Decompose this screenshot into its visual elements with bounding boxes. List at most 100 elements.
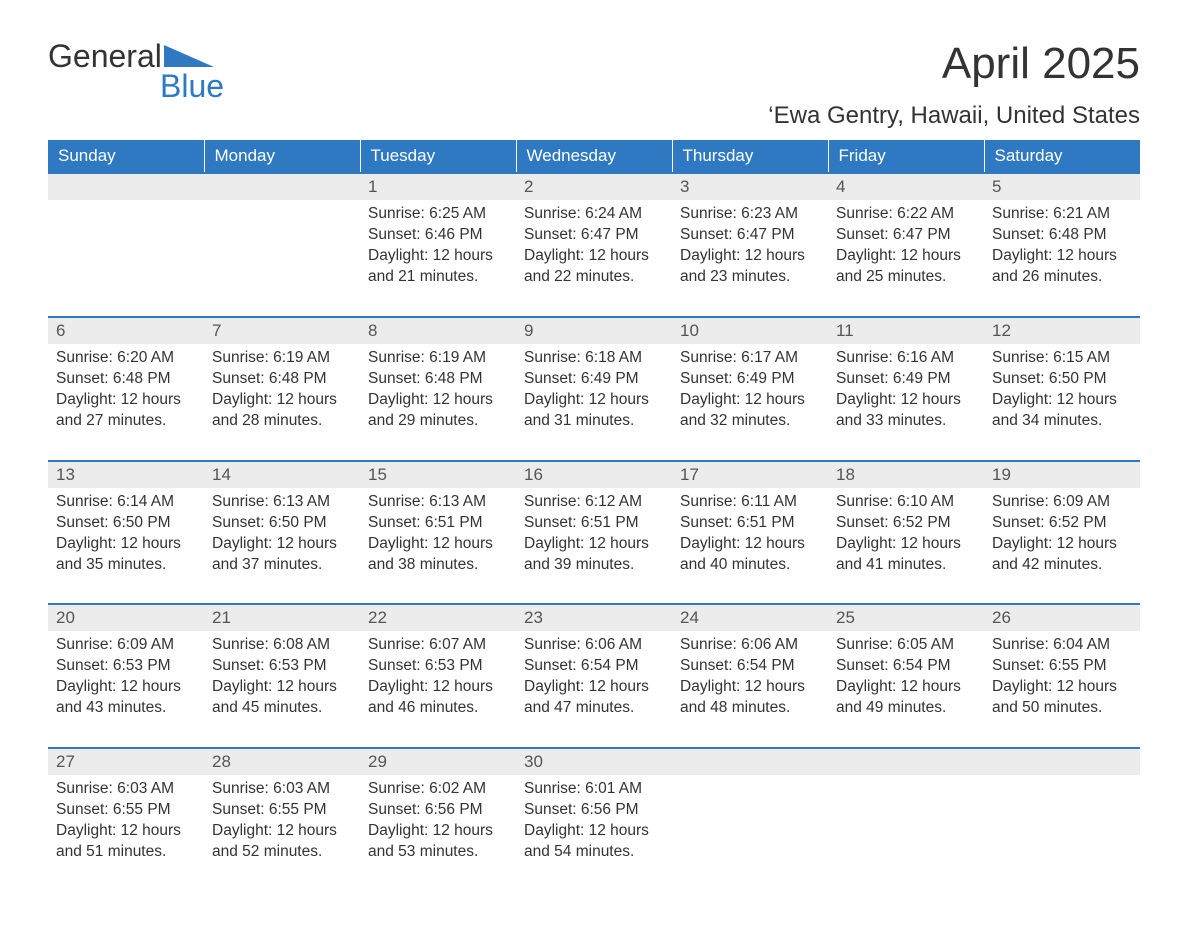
day-line: Sunrise: 6:09 AM [56,635,196,656]
day-line: Sunset: 6:56 PM [368,800,508,821]
day-line: Sunset: 6:49 PM [524,369,664,390]
day-details: Sunrise: 6:13 AMSunset: 6:50 PMDaylight:… [204,488,360,604]
day-line: Sunset: 6:50 PM [56,513,196,534]
day-line: Sunrise: 6:02 AM [368,779,508,800]
day-details [48,200,204,296]
day-header: Friday [828,140,984,173]
day-line: Sunrise: 6:10 AM [836,492,976,513]
day-header: Tuesday [360,140,516,173]
day-line: Sunrise: 6:19 AM [368,348,508,369]
day-cell: 1Sunrise: 6:25 AMSunset: 6:46 PMDaylight… [360,173,516,317]
day-number: 1 [360,174,516,200]
day-details: Sunrise: 6:17 AMSunset: 6:49 PMDaylight:… [672,344,828,460]
day-cell: 6Sunrise: 6:20 AMSunset: 6:48 PMDaylight… [48,317,204,461]
day-line: Sunrise: 6:20 AM [56,348,196,369]
day-line: Daylight: 12 hours and 21 minutes. [368,246,508,288]
day-line: Daylight: 12 hours and 32 minutes. [680,390,820,432]
day-line: Sunrise: 6:14 AM [56,492,196,513]
day-cell: 5Sunrise: 6:21 AMSunset: 6:48 PMDaylight… [984,173,1140,317]
day-line: Daylight: 12 hours and 52 minutes. [212,821,352,863]
day-line: Sunset: 6:47 PM [524,225,664,246]
day-number: 11 [828,318,984,344]
day-line: Sunrise: 6:03 AM [56,779,196,800]
day-cell: 28Sunrise: 6:03 AMSunset: 6:55 PMDayligh… [204,748,360,891]
day-line: Sunset: 6:55 PM [992,656,1132,677]
day-cell: 7Sunrise: 6:19 AMSunset: 6:48 PMDaylight… [204,317,360,461]
day-number: 3 [672,174,828,200]
day-number: 12 [984,318,1140,344]
day-cell: 13Sunrise: 6:14 AMSunset: 6:50 PMDayligh… [48,461,204,605]
day-line: Sunset: 6:54 PM [524,656,664,677]
day-line: Sunset: 6:48 PM [56,369,196,390]
day-details: Sunrise: 6:12 AMSunset: 6:51 PMDaylight:… [516,488,672,604]
day-details [984,775,1140,871]
day-cell: 16Sunrise: 6:12 AMSunset: 6:51 PMDayligh… [516,461,672,605]
day-details [672,775,828,871]
day-line: Sunrise: 6:05 AM [836,635,976,656]
day-number: 2 [516,174,672,200]
day-cell: 11Sunrise: 6:16 AMSunset: 6:49 PMDayligh… [828,317,984,461]
day-cell: 19Sunrise: 6:09 AMSunset: 6:52 PMDayligh… [984,461,1140,605]
day-line: Daylight: 12 hours and 41 minutes. [836,534,976,576]
day-cell: 22Sunrise: 6:07 AMSunset: 6:53 PMDayligh… [360,604,516,748]
day-cell: 4Sunrise: 6:22 AMSunset: 6:47 PMDaylight… [828,173,984,317]
day-details: Sunrise: 6:23 AMSunset: 6:47 PMDaylight:… [672,200,828,316]
day-cell: 20Sunrise: 6:09 AMSunset: 6:53 PMDayligh… [48,604,204,748]
day-details: Sunrise: 6:14 AMSunset: 6:50 PMDaylight:… [48,488,204,604]
logo-text-line1: General [48,40,162,72]
day-line: Daylight: 12 hours and 47 minutes. [524,677,664,719]
day-number: 9 [516,318,672,344]
day-number: 19 [984,462,1140,488]
day-details: Sunrise: 6:09 AMSunset: 6:52 PMDaylight:… [984,488,1140,604]
day-line: Sunset: 6:56 PM [524,800,664,821]
day-line: Daylight: 12 hours and 28 minutes. [212,390,352,432]
day-cell: 9Sunrise: 6:18 AMSunset: 6:49 PMDaylight… [516,317,672,461]
day-line: Sunrise: 6:04 AM [992,635,1132,656]
day-cell [204,173,360,317]
day-line: Daylight: 12 hours and 37 minutes. [212,534,352,576]
day-cell: 14Sunrise: 6:13 AMSunset: 6:50 PMDayligh… [204,461,360,605]
day-cell [672,748,828,891]
day-line: Sunrise: 6:01 AM [524,779,664,800]
day-cell: 23Sunrise: 6:06 AMSunset: 6:54 PMDayligh… [516,604,672,748]
day-number: 21 [204,605,360,631]
day-line: Sunset: 6:50 PM [212,513,352,534]
day-number [828,749,984,775]
day-line: Daylight: 12 hours and 54 minutes. [524,821,664,863]
day-number: 18 [828,462,984,488]
day-line: Sunset: 6:53 PM [56,656,196,677]
day-line: Daylight: 12 hours and 43 minutes. [56,677,196,719]
day-details: Sunrise: 6:19 AMSunset: 6:48 PMDaylight:… [360,344,516,460]
page-subtitle: ‘Ewa Gentry, Hawaii, United States [224,102,1140,130]
day-details: Sunrise: 6:04 AMSunset: 6:55 PMDaylight:… [984,631,1140,747]
day-line: Sunset: 6:52 PM [836,513,976,534]
day-details: Sunrise: 6:03 AMSunset: 6:55 PMDaylight:… [48,775,204,891]
day-number: 15 [360,462,516,488]
week-row: 13Sunrise: 6:14 AMSunset: 6:50 PMDayligh… [48,461,1140,605]
day-cell: 25Sunrise: 6:05 AMSunset: 6:54 PMDayligh… [828,604,984,748]
day-details: Sunrise: 6:24 AMSunset: 6:47 PMDaylight:… [516,200,672,316]
day-number [48,174,204,200]
calendar-page: General Blue April 2025 ‘Ewa Gentry, Haw… [0,0,1188,931]
day-header: Wednesday [516,140,672,173]
day-header: Saturday [984,140,1140,173]
day-line: Sunrise: 6:07 AM [368,635,508,656]
day-details: Sunrise: 6:05 AMSunset: 6:54 PMDaylight:… [828,631,984,747]
day-line: Daylight: 12 hours and 22 minutes. [524,246,664,288]
day-details: Sunrise: 6:15 AMSunset: 6:50 PMDaylight:… [984,344,1140,460]
day-line: Sunrise: 6:25 AM [368,204,508,225]
day-number [204,174,360,200]
day-line: Daylight: 12 hours and 38 minutes. [368,534,508,576]
day-number [672,749,828,775]
calendar-table: SundayMondayTuesdayWednesdayThursdayFrid… [48,140,1140,890]
day-cell: 8Sunrise: 6:19 AMSunset: 6:48 PMDaylight… [360,317,516,461]
day-details: Sunrise: 6:18 AMSunset: 6:49 PMDaylight:… [516,344,672,460]
day-line: Daylight: 12 hours and 40 minutes. [680,534,820,576]
day-details: Sunrise: 6:08 AMSunset: 6:53 PMDaylight:… [204,631,360,747]
day-cell: 30Sunrise: 6:01 AMSunset: 6:56 PMDayligh… [516,748,672,891]
day-number: 13 [48,462,204,488]
day-details: Sunrise: 6:02 AMSunset: 6:56 PMDaylight:… [360,775,516,891]
day-number: 28 [204,749,360,775]
day-header: Sunday [48,140,204,173]
day-details: Sunrise: 6:22 AMSunset: 6:47 PMDaylight:… [828,200,984,316]
